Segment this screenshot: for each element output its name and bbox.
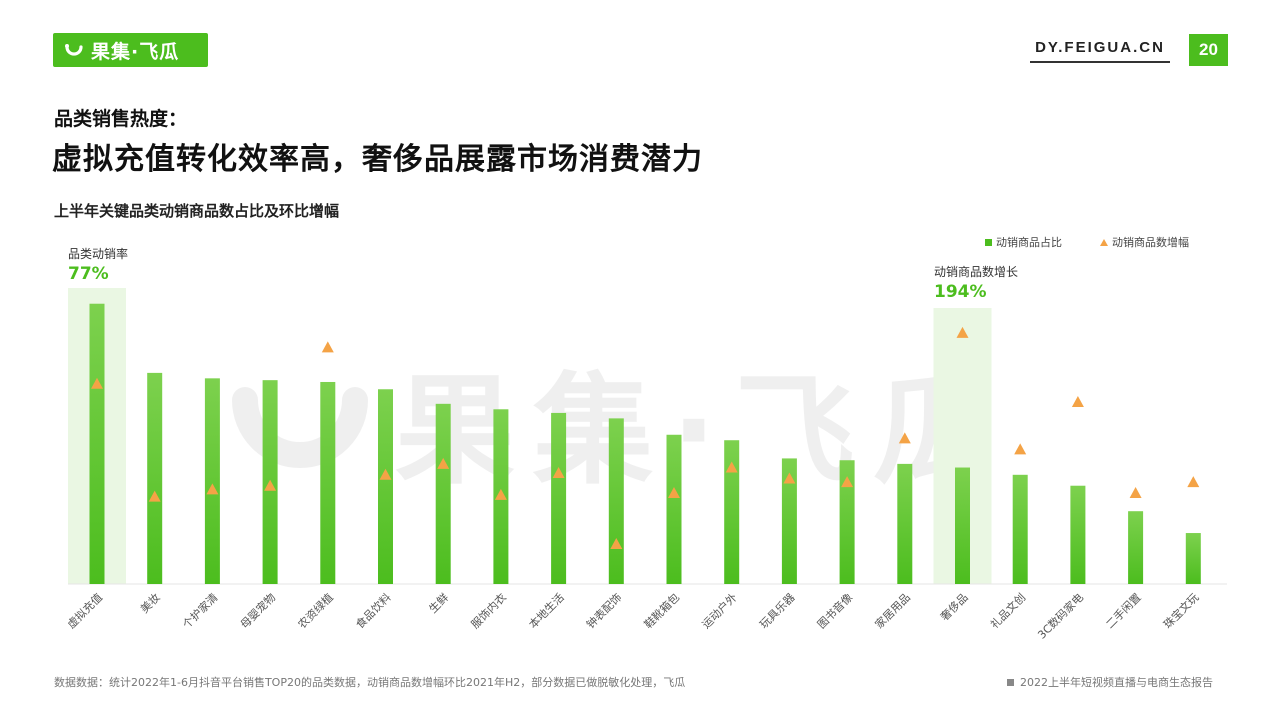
triangle-marker [264, 479, 277, 491]
x-tick-label: 运动户外 [699, 590, 740, 631]
triangle-marker [206, 483, 219, 495]
bar [551, 412, 567, 584]
triangle-marker [1187, 476, 1200, 488]
bar [1012, 474, 1028, 584]
callout-right-label: 动销商品数增长 [934, 265, 1019, 279]
triangle-marker [321, 341, 334, 353]
x-tick-label: 食品饮料 [353, 590, 394, 631]
x-tick-label: 图书音像 [814, 590, 855, 631]
legend-label-bar: 动销商品占比 [996, 236, 1062, 249]
triangle-marker [91, 377, 103, 389]
x-tick-label: 母婴宠物 [237, 590, 278, 631]
bar [839, 460, 855, 584]
triangle-marker [956, 326, 969, 338]
triangle-marker [725, 461, 738, 473]
brand-logo: 果集·飞瓜 [53, 33, 208, 67]
bar [608, 418, 624, 584]
logo-mark-icon [65, 44, 83, 56]
triangle-marker [379, 468, 392, 480]
triangle-marker [668, 487, 680, 498]
x-tick-label: 二手闲置 [1103, 590, 1144, 631]
triangle-marker [148, 490, 161, 502]
bar [781, 458, 797, 584]
callout-right-value: 194% [934, 282, 987, 302]
triangle-marker [494, 488, 507, 500]
bar [204, 378, 220, 584]
legend-item-triangle: 动销商品数增幅 [1100, 234, 1189, 250]
x-tick-label: 礼品文创 [987, 590, 1028, 631]
triangle-marker [1014, 443, 1027, 455]
triangle-marker [841, 476, 854, 488]
bar [1070, 485, 1086, 584]
callout-left: 品类动销率 77% [68, 245, 128, 284]
x-tick-label: 鞋靴箱包 [641, 590, 682, 631]
footer-source: 数据数据：统计2022年1-6月抖音平台销售TOP20的品类数据，动销商品数增幅… [54, 676, 686, 689]
legend-label-triangle: 动销商品数增幅 [1112, 236, 1189, 249]
triangle-marker [552, 466, 565, 478]
page-number: 20 [1189, 34, 1228, 66]
site-url: DY.FEIGUA.CN [1030, 39, 1170, 63]
bar [1185, 533, 1201, 584]
bar [320, 381, 336, 584]
x-tick-label: 服饰内衣 [468, 590, 509, 631]
triangle-marker [610, 537, 623, 549]
bar [897, 463, 913, 584]
chart-legend: 动销商品占比 动销商品数增幅 [985, 234, 1189, 250]
x-tick-label: 奢侈品 [937, 590, 970, 623]
x-tick-label: 个护家清 [180, 590, 221, 631]
triangle-marker [1129, 487, 1142, 498]
bar [89, 303, 105, 584]
triangle-marker [783, 472, 796, 484]
bar [666, 434, 682, 584]
x-tick-label: 珠宝文玩 [1160, 590, 1201, 631]
bar [147, 372, 163, 584]
bar [378, 389, 393, 584]
x-tick-label: 玩具乐器 [757, 591, 797, 631]
x-tick-label: 本地生活 [526, 590, 567, 631]
x-tick-label: 虚拟充值 [64, 590, 105, 631]
x-tick-label: 3C数码家电 [1035, 590, 1086, 641]
footer-report-text: 2022上半年短视频直播与电商生态报告 [1020, 676, 1213, 689]
legend-triangle-icon [1100, 238, 1108, 246]
bar [435, 403, 451, 584]
triangle-marker [437, 457, 450, 469]
bar [724, 440, 740, 584]
callout-left-value: 77% [68, 264, 109, 284]
legend-square-icon [985, 238, 992, 246]
x-tick-label: 生鲜 [426, 590, 451, 615]
callout-left-label: 品类动销率 [68, 247, 129, 261]
footer-report: 2022上半年短视频直播与电商生态报告 [1007, 674, 1213, 690]
section-label: 品类销售热度： [54, 108, 188, 130]
callout-right: 动销商品数增长 194% [934, 263, 1018, 302]
chart-title: 上半年关键品类动销商品数占比及环比增幅 [54, 202, 340, 220]
page-title: 虚拟充值转化效率高，奢侈品展露市场消费潜力 [52, 142, 703, 177]
footer-square-icon [1007, 678, 1014, 686]
x-tick-label: 家居用品 [872, 590, 913, 631]
bar [1128, 511, 1144, 584]
x-tick-label: 农资绿植 [295, 590, 336, 631]
x-tick-label: 美妆 [138, 591, 163, 616]
logo-text: 果集·飞瓜 [91, 40, 180, 63]
triangle-marker [1071, 396, 1084, 407]
x-tick-label: 钟表配饰 [583, 590, 624, 631]
legend-item-bar: 动销商品占比 [985, 234, 1062, 250]
bar [955, 467, 970, 584]
triangle-marker [898, 432, 911, 444]
